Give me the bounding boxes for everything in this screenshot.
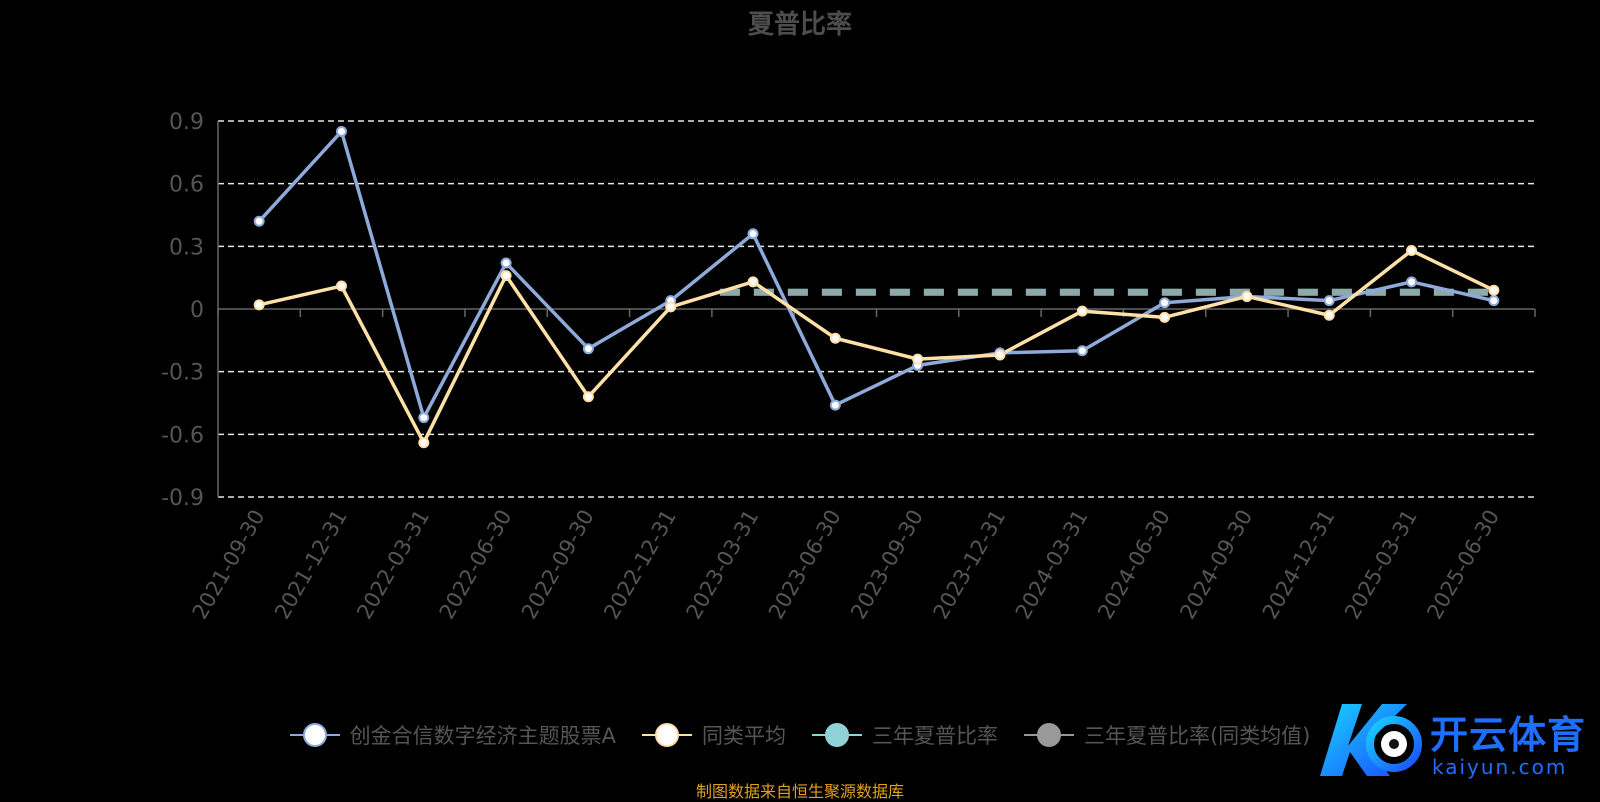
legend-marker-icon xyxy=(641,722,692,748)
data-point xyxy=(500,257,512,269)
kaiyun-logo xyxy=(1320,704,1422,776)
data-point xyxy=(500,270,512,282)
data-point xyxy=(829,332,841,344)
data-point xyxy=(747,276,759,288)
data-point xyxy=(1241,290,1253,302)
data-point xyxy=(747,228,759,240)
data-point xyxy=(582,391,594,403)
watermark-brand: 开云体育 xyxy=(1430,713,1587,757)
legend-item[interactable]: 创金合信数字经济主题股票A xyxy=(289,720,616,750)
y-tick-label: -0.9 xyxy=(161,486,204,511)
y-tick-label: 0.9 xyxy=(169,110,204,135)
data-point xyxy=(1159,297,1171,309)
data-point xyxy=(912,353,924,365)
data-point xyxy=(253,215,265,227)
data-point xyxy=(335,125,347,137)
data-point xyxy=(1159,311,1171,323)
y-tick-label: 0.6 xyxy=(169,173,204,198)
data-point xyxy=(1488,284,1500,296)
data-point xyxy=(418,412,430,424)
x-tick-label: 2024-09-30 xyxy=(1175,506,1257,624)
data-source-note: 制图数据来自恒生聚源数据库 xyxy=(695,782,904,801)
x-tick-label: 2024-06-30 xyxy=(1093,506,1175,624)
y-tick-label: 0.3 xyxy=(169,235,204,260)
x-tick-label: 2023-03-31 xyxy=(682,506,764,624)
data-point xyxy=(1323,309,1335,321)
x-tick-label: 2023-06-30 xyxy=(764,506,846,624)
y-tick-label: -0.3 xyxy=(161,361,204,386)
x-tick-label: 2023-12-31 xyxy=(928,506,1010,624)
data-point xyxy=(1076,305,1088,317)
legend-label: 创金合信数字经济主题股票A xyxy=(349,724,616,748)
x-tick-label: 2022-03-31 xyxy=(352,506,434,624)
x-tick-label: 2022-06-30 xyxy=(435,506,517,624)
legend-label: 三年夏普比率 xyxy=(871,724,998,748)
x-tick-label: 2024-12-31 xyxy=(1258,506,1340,624)
x-tick-label: 2023-09-30 xyxy=(846,506,928,624)
data-point xyxy=(1323,295,1335,307)
x-tick-label: 2024-03-31 xyxy=(1011,506,1093,624)
watermark-domain: kaiyun.com xyxy=(1432,755,1568,779)
data-point xyxy=(418,437,430,449)
legend-label: 同类平均 xyxy=(701,724,786,748)
legend-marker-icon xyxy=(289,722,340,748)
x-tick-label: 2021-09-30 xyxy=(188,506,270,624)
legend-item[interactable]: 三年夏普比率 xyxy=(811,720,998,750)
legend-label: 三年夏普比率(同类均值) xyxy=(1083,724,1311,748)
legend-marker-icon xyxy=(1023,722,1074,748)
data-point xyxy=(1406,276,1418,288)
x-tick-label: 2025-03-31 xyxy=(1340,506,1422,624)
x-tick-label: 2022-09-30 xyxy=(517,506,599,624)
y-tick-label: -0.6 xyxy=(161,423,204,448)
data-point xyxy=(582,343,594,355)
legend-item[interactable]: 三年夏普比率(同类均值) xyxy=(1023,720,1311,750)
series-line xyxy=(257,129,1495,420)
data-point xyxy=(1406,245,1418,257)
legend-item[interactable]: 同类平均 xyxy=(641,720,786,750)
data-point xyxy=(665,301,677,313)
data-point xyxy=(335,280,347,292)
chart-title: 夏普比率 xyxy=(747,10,852,40)
x-tick-label: 2022-12-31 xyxy=(599,506,681,624)
legend-marker-icon xyxy=(811,722,862,748)
data-point xyxy=(994,349,1006,361)
data-point xyxy=(1488,295,1500,307)
x-tick-label: 2025-06-30 xyxy=(1422,506,1504,624)
legend: 创金合信数字经济主题股票A 同类平均 三年夏普比率 三年夏普比率(同类均值) xyxy=(0,720,1600,750)
data-point xyxy=(829,399,841,411)
x-tick-label: 2021-12-31 xyxy=(270,506,352,624)
series-line xyxy=(258,248,1495,445)
data-point xyxy=(253,299,265,311)
y-tick-label: 0 xyxy=(190,298,204,323)
data-point xyxy=(1076,345,1088,357)
